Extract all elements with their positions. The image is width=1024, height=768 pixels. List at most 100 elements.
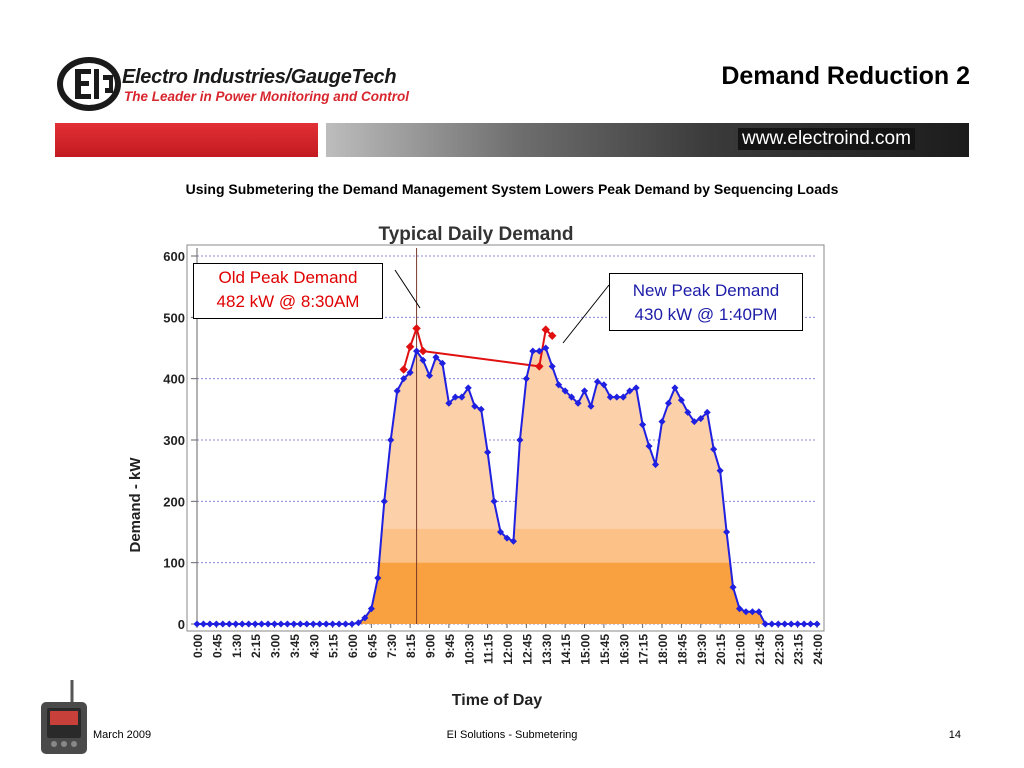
new-series-point <box>464 384 472 392</box>
new-series-point <box>509 537 517 545</box>
x-tick-label: 3:45 <box>288 634 302 658</box>
new-series-point <box>781 620 789 628</box>
new-series-point <box>206 620 214 628</box>
new-series-point <box>807 620 815 628</box>
x-tick-label: 4:30 <box>307 634 321 658</box>
y-tick-label: 500 <box>163 310 185 325</box>
new-peak-line1: New Peak Demand <box>632 281 780 300</box>
new-series-point <box>710 445 718 453</box>
x-tick-label: 1:30 <box>230 634 244 658</box>
new-series-point <box>716 467 724 475</box>
new-series-point <box>768 620 776 628</box>
old-peak-callout: Old Peak Demand 482 kW @ 8:30AM <box>193 263 383 319</box>
power-meter-device-icon <box>41 680 87 754</box>
old-series-point <box>405 342 415 352</box>
x-tick-label: 19:30 <box>695 634 709 665</box>
old-peak-line1: Old Peak Demand <box>218 268 358 287</box>
x-axis: 0:00 0:45 1:30 2:15 3:00 3:45 4:30 5:15 6:00 6:45… <box>191 624 825 665</box>
x-tick-label: 8:15 <box>404 634 418 658</box>
old-peak-leader <box>394 269 421 309</box>
x-tick-label: 18:45 <box>675 634 689 665</box>
new-series-point <box>419 356 427 364</box>
new-series-point <box>212 620 220 628</box>
new-series-point <box>471 402 479 410</box>
x-tick-label: 15:45 <box>598 634 612 665</box>
x-tick-label: 3:00 <box>269 634 283 658</box>
new-series-point <box>458 393 466 401</box>
new-series-point <box>251 620 259 628</box>
company-tagline: The Leader in Power Monitoring and Contr… <box>124 89 410 104</box>
y-tick-label: 200 <box>163 494 185 509</box>
new-series-point <box>316 620 324 628</box>
y-axis: 0 100 200 300 400 500 600 <box>163 248 198 632</box>
new-series-point <box>600 381 608 389</box>
new-series-point <box>477 405 485 413</box>
x-tick-label: 15:00 <box>579 634 593 665</box>
new-series-point <box>774 620 782 628</box>
old-series-point <box>399 365 408 374</box>
new-series-point <box>761 620 769 628</box>
new-series-point <box>748 608 756 616</box>
new-series-point <box>296 620 304 628</box>
new-series-point <box>794 620 802 628</box>
new-series-point <box>335 620 343 628</box>
new-series-point <box>497 528 505 536</box>
chart-title: Typical Daily Demand <box>379 224 574 245</box>
x-tick-label: 18:00 <box>656 634 670 665</box>
new-series-point <box>245 620 253 628</box>
new-series-point <box>387 436 395 444</box>
new-series-point <box>580 387 589 395</box>
new-series-point <box>309 620 317 628</box>
x-tick-label: 22:30 <box>772 634 786 665</box>
new-series-point <box>813 620 821 628</box>
new-series-point <box>671 384 679 392</box>
x-tick-label: 10:30 <box>462 634 476 665</box>
new-series-point <box>225 620 233 628</box>
slide-subtitle: Using Submetering the Demand Management … <box>185 181 839 197</box>
new-series-point <box>645 442 653 450</box>
new-peak-callout: New Peak Demand 430 kW @ 1:40PM <box>609 273 803 331</box>
new-series-point <box>658 418 666 426</box>
x-tick-label: 12:00 <box>501 634 515 665</box>
new-series-point <box>664 399 672 407</box>
y-axis-label: Demand - kW <box>127 457 144 553</box>
new-series-point <box>219 620 227 628</box>
x-tick-label: 9:00 <box>424 634 438 658</box>
x-tick-label: 21:45 <box>753 634 767 665</box>
new-series-point <box>684 408 692 416</box>
new-series-point <box>374 574 382 582</box>
x-tick-label: 0:45 <box>210 634 224 658</box>
new-series-point <box>490 497 498 505</box>
new-series-point <box>425 372 434 380</box>
new-series-point <box>619 393 627 401</box>
x-tick-label: 23:15 <box>792 634 806 665</box>
new-series-point <box>561 387 569 395</box>
new-series-point <box>690 418 698 426</box>
y-tick-label: 400 <box>163 372 185 387</box>
new-series-point <box>258 620 266 628</box>
new-series-point <box>438 359 446 367</box>
footer-title: EI Solutions - Submetering <box>446 729 578 741</box>
x-tick-label: 13:30 <box>540 634 554 665</box>
x-tick-label: 0:00 <box>191 634 205 658</box>
x-tick-label: 7:30 <box>385 634 399 658</box>
x-tick-label: 5:15 <box>327 634 341 658</box>
x-tick-label: 21:00 <box>734 634 748 665</box>
new-series-point <box>755 608 763 616</box>
x-tick-label: 6:45 <box>365 634 379 658</box>
old-peak-line2: 482 kW @ 8:30AM <box>216 292 360 311</box>
new-peak-line2: 430 kW @ 1:40PM <box>634 305 778 324</box>
old-series <box>399 324 557 374</box>
new-series-point <box>277 620 285 628</box>
new-series-point <box>800 620 808 628</box>
x-tick-label: 24:00 <box>811 634 825 665</box>
company-logo <box>57 57 121 111</box>
y-tick-label: 0 <box>178 617 185 632</box>
old-series-point <box>412 324 421 333</box>
page-number: 14 <box>948 729 961 741</box>
new-series-point <box>652 460 660 469</box>
x-tick-label: 9:45 <box>443 634 457 658</box>
new-series-point <box>238 620 246 628</box>
new-series-point <box>290 620 298 628</box>
